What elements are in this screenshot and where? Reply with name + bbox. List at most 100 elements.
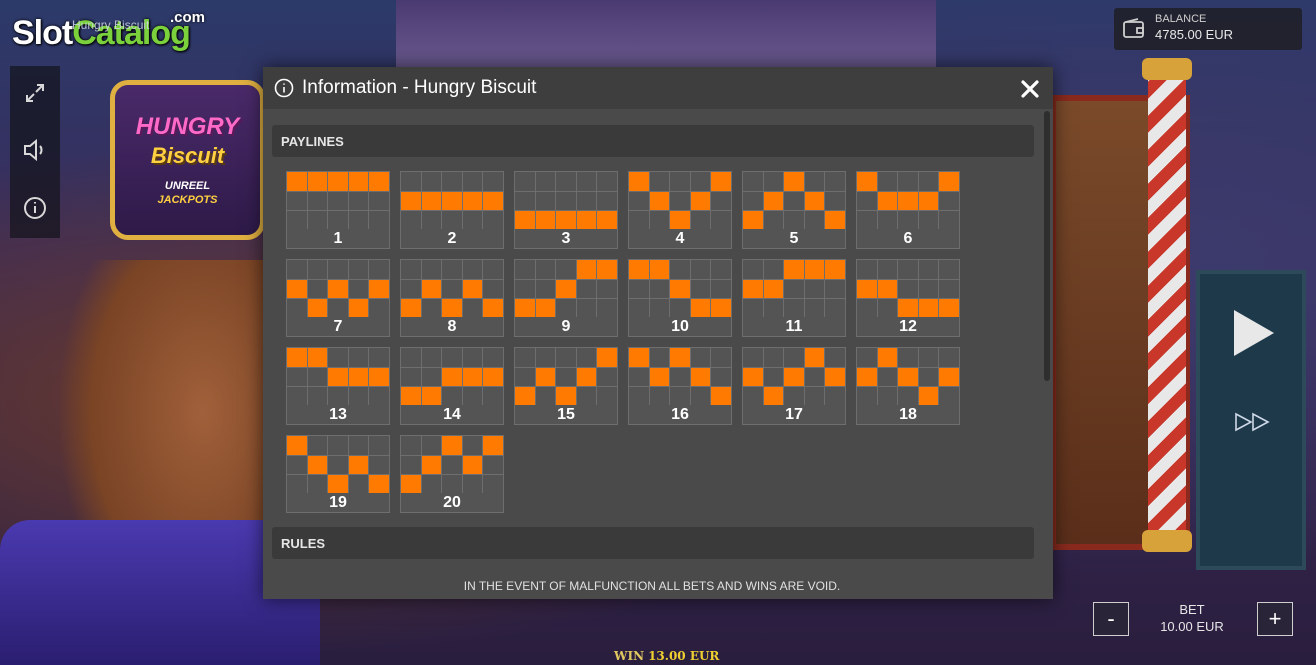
payline-grid (514, 347, 618, 407)
payline-cell (421, 475, 442, 494)
payline-cell (670, 367, 690, 387)
payline-cell-active (576, 211, 597, 230)
payline-cell (535, 191, 556, 211)
bet-increase-button[interactable]: + (1257, 602, 1293, 636)
speaker-icon (24, 138, 43, 162)
payline-cell (307, 475, 328, 494)
payline-16: 16 (628, 347, 733, 426)
payline-cell-active (629, 260, 649, 279)
payline-cell (442, 455, 462, 475)
payline-cell-active (670, 348, 690, 367)
payline-cell (804, 279, 825, 299)
close-icon (1021, 80, 1039, 98)
payline-cell (743, 191, 763, 211)
payline-cell (401, 348, 421, 367)
payline-cell (743, 348, 763, 367)
payline-cell (462, 475, 483, 494)
payline-cell (287, 299, 307, 318)
scrollbar-thumb[interactable] (1044, 111, 1050, 381)
payline-cell-active (939, 172, 959, 191)
payline-cell-active (556, 279, 576, 299)
payline-cell (421, 211, 442, 230)
payline-cell-active (287, 172, 307, 191)
payline-cell-active (825, 260, 845, 279)
payline-cell (690, 279, 711, 299)
payline-cell (462, 348, 483, 367)
payline-cell (483, 387, 503, 406)
payline-cell-active (287, 436, 307, 455)
payline-cell (711, 191, 731, 211)
payline-cell-active (348, 299, 369, 318)
payline-cell (369, 299, 389, 318)
payline-cell (369, 260, 389, 279)
payline-cell-active (401, 191, 421, 211)
payline-cell-active (804, 260, 825, 279)
balance-panel: BALANCE 4785.00 EUR (1114, 8, 1302, 50)
payline-cell (898, 279, 918, 299)
paylines-section-title: PAYLINES (281, 134, 344, 149)
payline-cell (743, 260, 763, 279)
payline-cell-active (401, 299, 421, 318)
payline-cell-active (649, 367, 670, 387)
payline-cell (401, 279, 421, 299)
payline-cell-active (369, 279, 389, 299)
payline-grid (286, 171, 390, 231)
payline-cell (483, 211, 503, 230)
payline-13: 13 (286, 347, 391, 426)
payline-cell-active (939, 299, 959, 318)
modal-scrollbar[interactable] (1043, 109, 1051, 599)
payline-cell-active (597, 260, 617, 279)
payline-number: 4 (628, 229, 732, 249)
sound-button[interactable] (20, 135, 50, 165)
paylines-section-header: PAYLINES (272, 125, 1034, 157)
payline-cell-active (763, 279, 784, 299)
payline-cell (348, 475, 369, 494)
payline-7: 7 (286, 259, 391, 338)
payline-cell (462, 387, 483, 406)
fullscreen-button[interactable] (20, 78, 50, 108)
payline-cell-active (348, 367, 369, 387)
payline-cell-active (556, 211, 576, 230)
payline-20: 20 (400, 435, 505, 514)
payline-cell (348, 260, 369, 279)
payline-grid (400, 435, 504, 495)
payline-cell (857, 191, 877, 211)
payline-cell (877, 172, 898, 191)
rules-text: IN THE EVENT OF MALFUNCTION ALL BETS AND… (463, 579, 841, 593)
payline-cell (877, 260, 898, 279)
close-button[interactable] (1018, 77, 1042, 101)
rules-section-title: RULES (281, 536, 326, 551)
fast-forward-button[interactable] (1234, 412, 1272, 437)
payline-cell (918, 172, 939, 191)
payline-8: 8 (400, 259, 505, 338)
payline-cell (649, 387, 670, 406)
payline-cell (898, 387, 918, 406)
payline-cell (804, 367, 825, 387)
game-caption: Hungry Biscuit (72, 18, 150, 32)
payline-number: 9 (514, 317, 618, 337)
payline-number: 8 (400, 317, 504, 337)
payline-cell-active (743, 367, 763, 387)
bet-decrease-button[interactable]: - (1093, 602, 1129, 636)
payline-cell (515, 279, 535, 299)
payline-cell (462, 211, 483, 230)
payline-cell (670, 299, 690, 318)
spin-button[interactable] (1230, 307, 1278, 364)
payline-cell (401, 172, 421, 191)
payline-cell-active (328, 279, 348, 299)
payline-grid (742, 347, 846, 407)
slotcatalog-logo: SlotCatalog (12, 14, 191, 53)
payline-cell-active (690, 191, 711, 211)
payline-cell (442, 348, 462, 367)
payline-cell-active (401, 475, 421, 494)
payline-cell (348, 387, 369, 406)
payline-cell (939, 387, 959, 406)
payline-cell-active (421, 387, 442, 406)
payline-cell (328, 191, 348, 211)
payline-cell-active (328, 367, 348, 387)
payline-cell (421, 299, 442, 318)
payline-cell (670, 260, 690, 279)
payline-cell (784, 387, 804, 406)
payline-cell-active (690, 299, 711, 318)
info-button[interactable] (20, 193, 50, 223)
